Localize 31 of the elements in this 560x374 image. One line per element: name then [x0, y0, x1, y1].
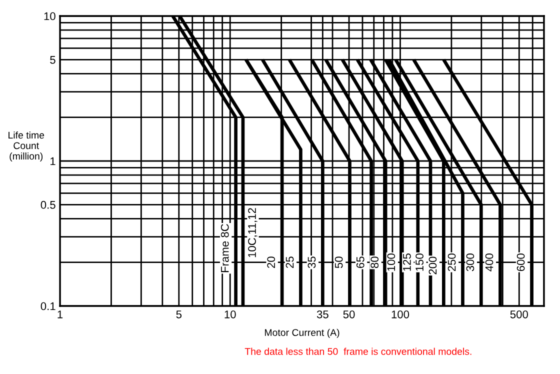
annotation: 250 — [448, 254, 456, 272]
x-tick-label: 35 — [316, 310, 328, 318]
x-tick-label: 50 — [343, 310, 355, 318]
annotation: 35 — [308, 256, 316, 268]
x-tick-label: 100 — [392, 310, 410, 318]
text: The data less than 50 frame is conventional models. — [244, 348, 472, 355]
annotation: 300 — [466, 254, 474, 272]
annotation: 100 — [387, 254, 396, 271]
annotation: 25 — [286, 256, 294, 268]
y-tick-label: 0.1 — [40, 302, 56, 310]
annotation: 65 — [356, 256, 364, 268]
annotation: 80 — [370, 256, 379, 268]
annotation: Frame 8C — [220, 224, 229, 272]
y-tick-label: 1 — [50, 157, 56, 166]
x-tick-label: 500 — [510, 310, 528, 318]
x-tick-label: 1 — [58, 310, 63, 318]
annotation: 200 — [428, 256, 437, 274]
annotation: 125 — [403, 254, 411, 271]
annotation: 50 — [334, 256, 343, 268]
annotation: 400 — [485, 254, 494, 272]
annotation: 150 — [416, 254, 424, 271]
y-tick-label: 5 — [50, 56, 56, 64]
y-axis-title: Life time Count (million) — [8, 131, 44, 162]
x-axis-title: Motor Current (A) — [264, 328, 340, 338]
x-tick-label: 5 — [176, 310, 182, 318]
annotation: 20 — [267, 256, 276, 268]
annotation: 600 — [516, 254, 525, 272]
y-tick-label: 0.5 — [40, 200, 56, 209]
x-tick-label: 10 — [224, 310, 236, 318]
y-tick-label: 10 — [44, 12, 56, 20]
annotation: 10C,11,12 — [248, 208, 258, 258]
